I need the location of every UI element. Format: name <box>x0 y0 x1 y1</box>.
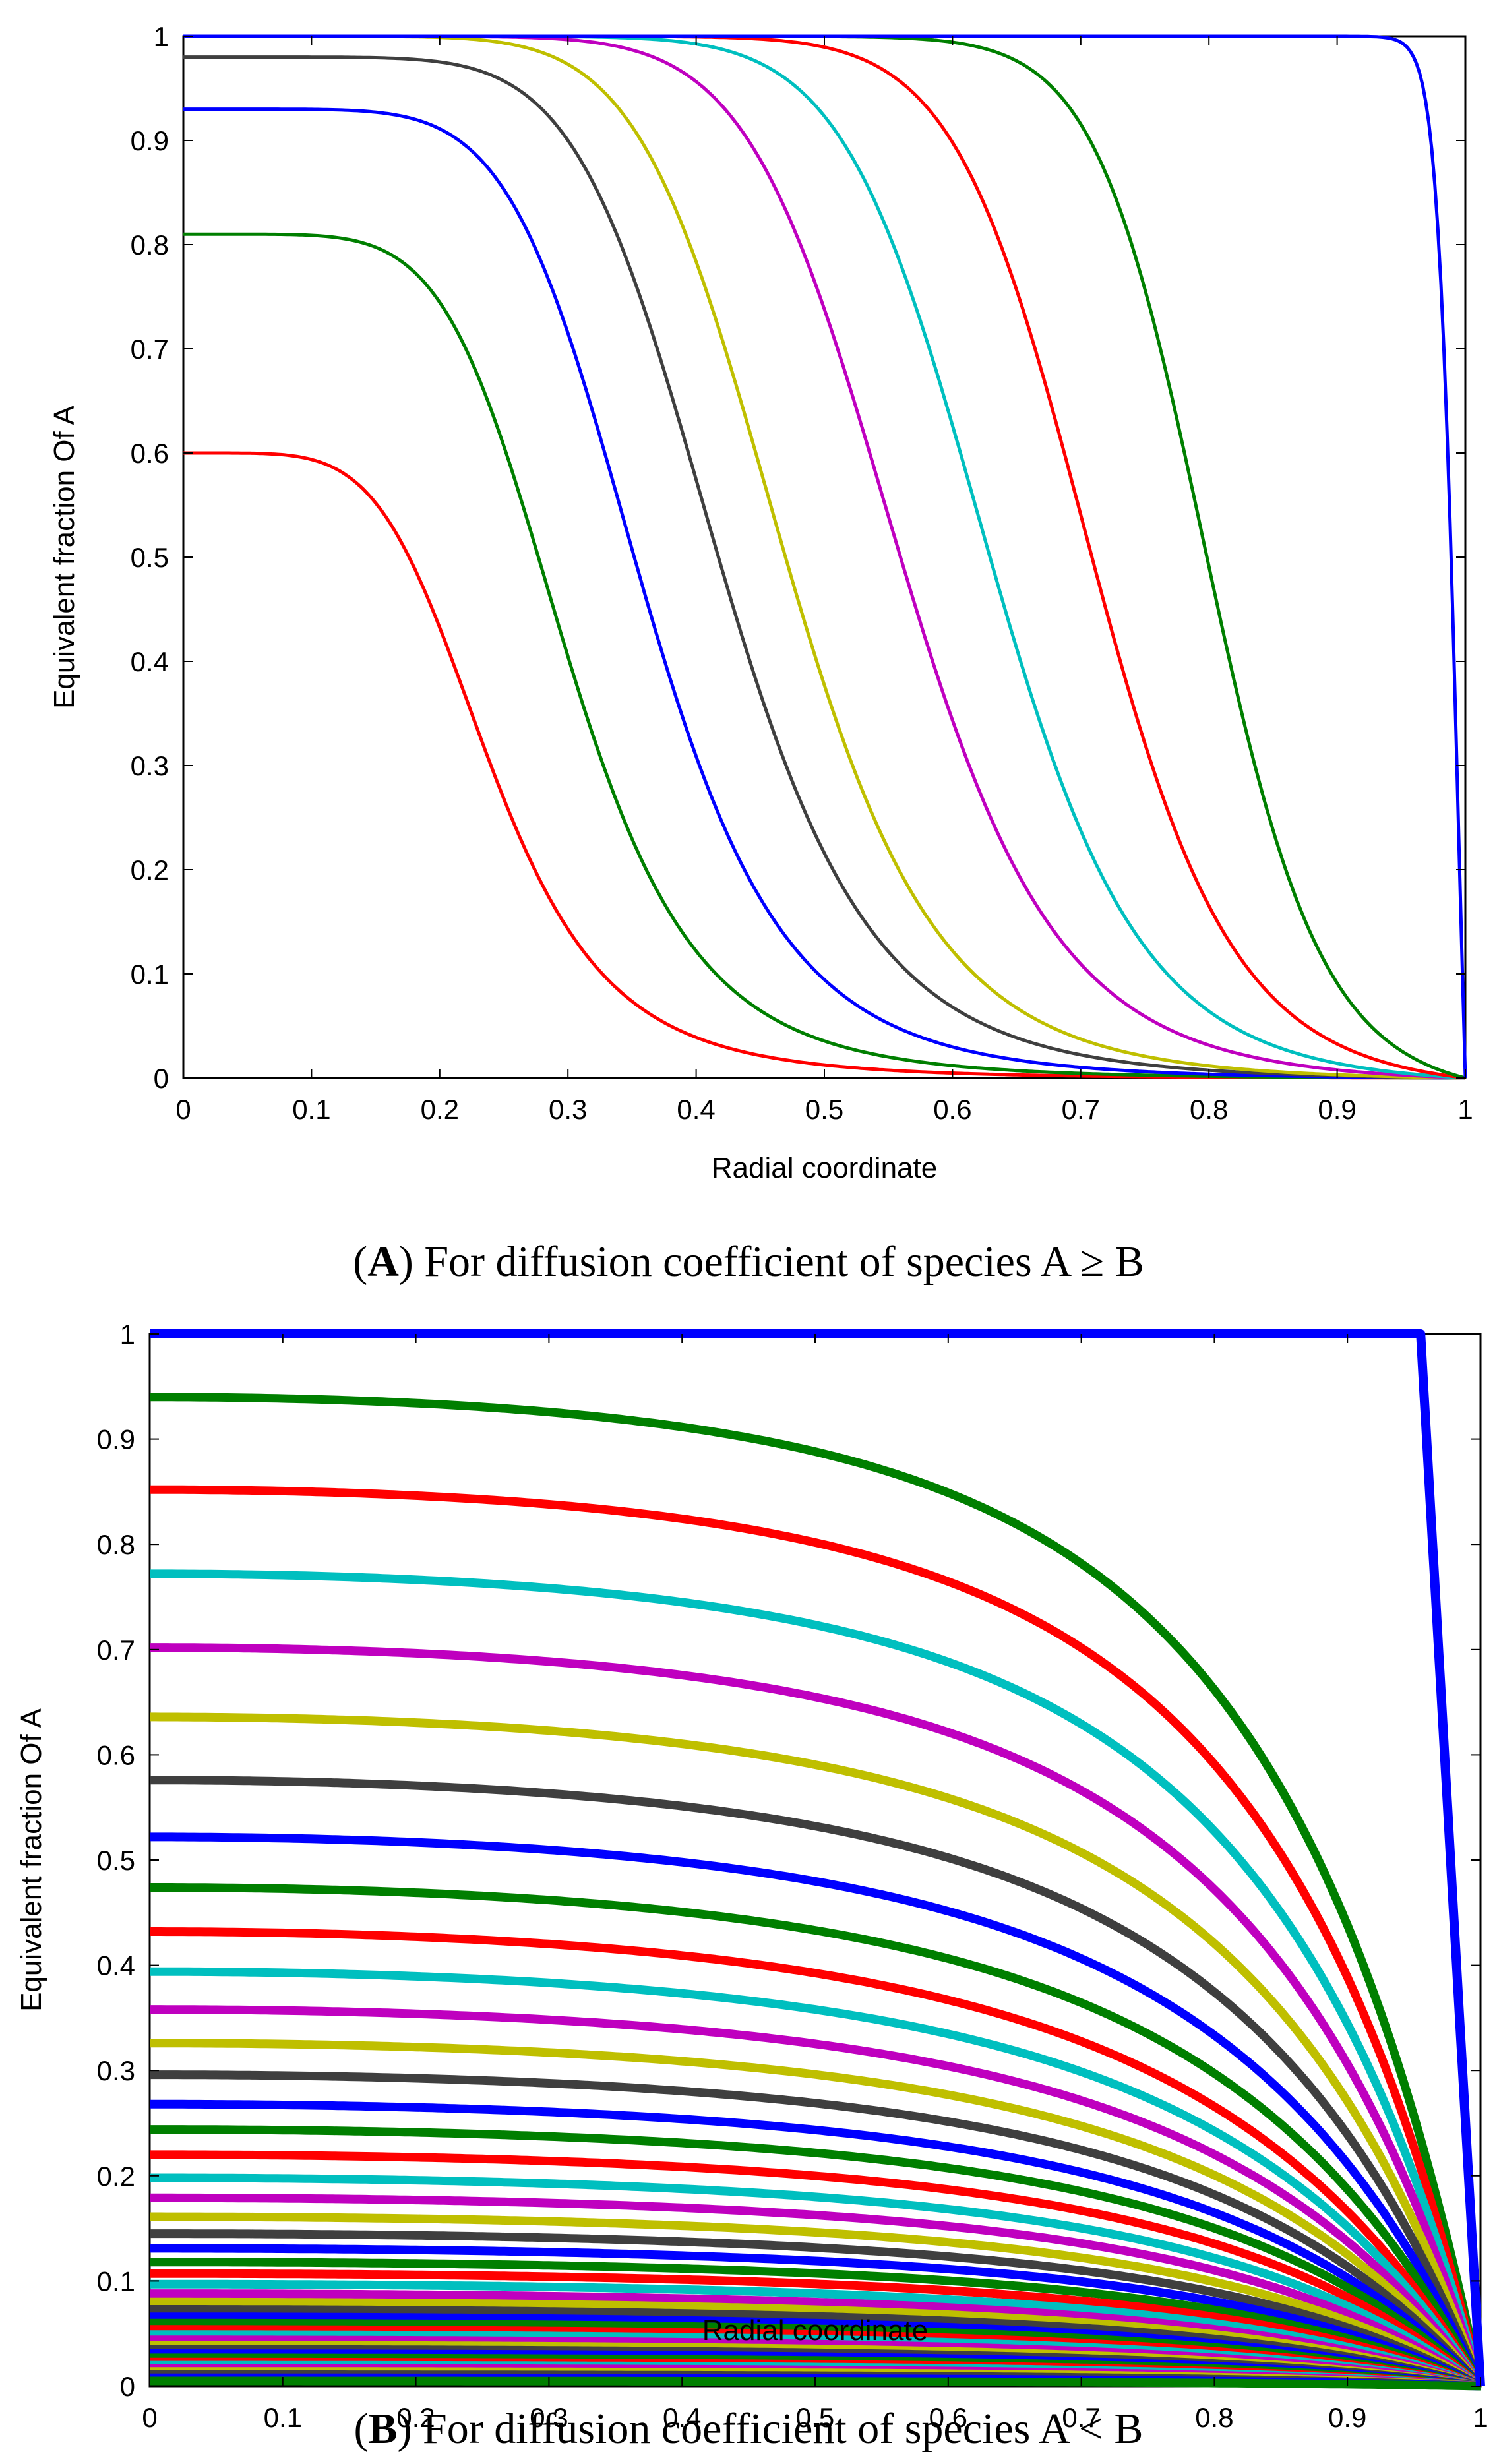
y-tick-label: 0.9 <box>97 1424 135 1455</box>
series-line-b-15 <box>150 2125 1484 2389</box>
y-tick-label: 0.9 <box>131 125 169 156</box>
x-tick-label: 0.8 <box>1195 2402 1233 2433</box>
x-tick-label: 0 <box>142 2402 157 2433</box>
series-line-b-18 <box>150 2193 1483 2390</box>
y-tick-label: 0.8 <box>97 1529 135 1560</box>
y-tick-label: 0.5 <box>131 542 169 573</box>
x-tick-label: 1 <box>1457 1094 1473 1125</box>
series-line-b-21 <box>150 2244 1482 2390</box>
caption-a-text: ) For diffusion coefficient of species A… <box>399 1238 1144 1286</box>
y-tick-label: 0.8 <box>131 229 169 260</box>
series-line-b-17 <box>150 2173 1483 2390</box>
x-tick-label: 0.6 <box>933 1094 971 1125</box>
x-tick-label: 0.4 <box>677 1094 715 1125</box>
series-line-b-4 <box>150 1643 1485 2388</box>
x-tick-label: 0.1 <box>292 1094 330 1125</box>
x-tick-label: 0.2 <box>421 1094 459 1125</box>
x-tick-label: 0.9 <box>1328 2402 1366 2433</box>
y-tick-label: 0.1 <box>97 2266 135 2297</box>
y-tick-label: 0.1 <box>131 959 169 990</box>
series-line-b-10 <box>150 1967 1484 2389</box>
series-line-b-1 <box>150 1393 1485 2388</box>
chart-panel-b: 0 0.1 0.2 0.3 0.4 0.5 0.6 0.7 0.8 0.9 1 0 0.1 0.2 0.3 0… <box>15 1319 1488 2453</box>
x-tick-label: 0.6 <box>929 2402 967 2433</box>
plot-area-a <box>182 35 1467 1079</box>
x-tick-label: 0.3 <box>549 1094 587 1125</box>
x-axis-label-b: Radial coordinate <box>702 2314 928 2347</box>
y-tick-label: 0.3 <box>97 2055 135 2086</box>
series-group-b <box>146 1329 1485 2391</box>
series-line-b-3 <box>150 1569 1485 2388</box>
chart-panel-a: 0 0.1 0.2 0.3 0.4 0.5 0.6 0.7 0.8 0.9 1 0 0.1 0.2 0.3 0… <box>48 21 1473 1286</box>
y-tick-label: 0.7 <box>131 334 169 365</box>
series-line-a-4 <box>183 55 1466 1080</box>
series-line-b-5 <box>150 1712 1485 2388</box>
x-tick-label: 1 <box>1473 2402 1488 2433</box>
series-line-b-23 <box>150 2269 1482 2390</box>
series-line-b-14 <box>150 2099 1484 2389</box>
series-line-b-24 <box>150 2279 1482 2391</box>
y-tick-label: 0.4 <box>131 646 169 677</box>
series-line-b-9 <box>150 1927 1484 2389</box>
ticks-b: 0 0.1 0.2 0.3 0.4 0.5 0.6 0.7 0.8 0.9 1 0 0.1 0.2 0.3 0… <box>97 1319 1488 2433</box>
x-tick-label: 0.3 <box>530 2402 568 2433</box>
series-line-b-20 <box>150 2229 1483 2390</box>
series-line-b-12 <box>150 2039 1484 2389</box>
caption-a-open: ( <box>353 1238 367 1286</box>
y-tick-label: 0.6 <box>97 1739 135 1770</box>
x-tick-label: 0.2 <box>396 2402 435 2433</box>
y-tick-label: 1 <box>154 21 169 52</box>
x-tick-label: 0.7 <box>1062 1094 1100 1125</box>
y-tick-label: 0.2 <box>97 2161 135 2192</box>
x-tick-label: 0.1 <box>264 2402 302 2433</box>
y-tick-label: 1 <box>120 1319 135 1350</box>
series-line-b-25 <box>150 2289 1482 2391</box>
y-tick-label: 0.6 <box>131 438 169 469</box>
ticks-a: 0 0.1 0.2 0.3 0.4 0.5 0.6 0.7 0.8 0.9 1 0 0.1 0.2 0.3 0… <box>131 21 1473 1125</box>
y-tick-label: 0.3 <box>131 750 169 781</box>
x-tick-label: 0.5 <box>805 1094 843 1125</box>
x-tick-label: 0.7 <box>1062 2402 1100 2433</box>
x-tick-label: 0.8 <box>1190 1094 1228 1125</box>
y-axis-label-a: Equivalent fraction Of A <box>48 405 80 708</box>
series-line-b-22 <box>150 2258 1482 2390</box>
y-tick-label: 0.5 <box>97 1845 135 1876</box>
y-tick-label: 0 <box>154 1063 169 1094</box>
caption-b-text: ) For diffusion coefficient of species A… <box>398 2405 1144 2453</box>
x-tick-label: 0.9 <box>1318 1094 1356 1125</box>
series-line-b-8 <box>150 1883 1484 2389</box>
x-tick-label: 0 <box>175 1094 191 1125</box>
y-tick-label: 0.4 <box>97 1950 135 1981</box>
series-line-b-7 <box>150 1832 1484 2388</box>
series-line-a-3 <box>183 107 1465 1080</box>
series-line-b-11 <box>150 2005 1484 2389</box>
caption-b-letter: B <box>369 2405 398 2453</box>
y-axis-label-b: Equivalent fraction Of A <box>15 1708 47 2011</box>
x-tick-label: 0.4 <box>663 2402 701 2433</box>
y-tick-label: 0.2 <box>131 855 169 886</box>
y-tick-label: 0 <box>120 2371 135 2402</box>
caption-a-letter: A <box>367 1238 399 1286</box>
x-tick-label: 0.5 <box>796 2402 834 2433</box>
y-tick-label: 0.7 <box>97 1635 135 1666</box>
series-line-b-16 <box>150 2150 1484 2389</box>
caption-b: (B) For diffusion coefficient of species… <box>354 2405 1144 2453</box>
caption-a: (A) For diffusion coefficient of species… <box>353 1238 1144 1286</box>
series-line-b-6 <box>150 1776 1485 2388</box>
series-line-b-13 <box>150 2070 1484 2389</box>
series-line-b-2 <box>150 1485 1485 2388</box>
series-line-b-19 <box>150 2212 1483 2390</box>
caption-b-open: ( <box>354 2405 369 2453</box>
x-axis-label-a: Radial coordinate <box>712 1152 937 1184</box>
